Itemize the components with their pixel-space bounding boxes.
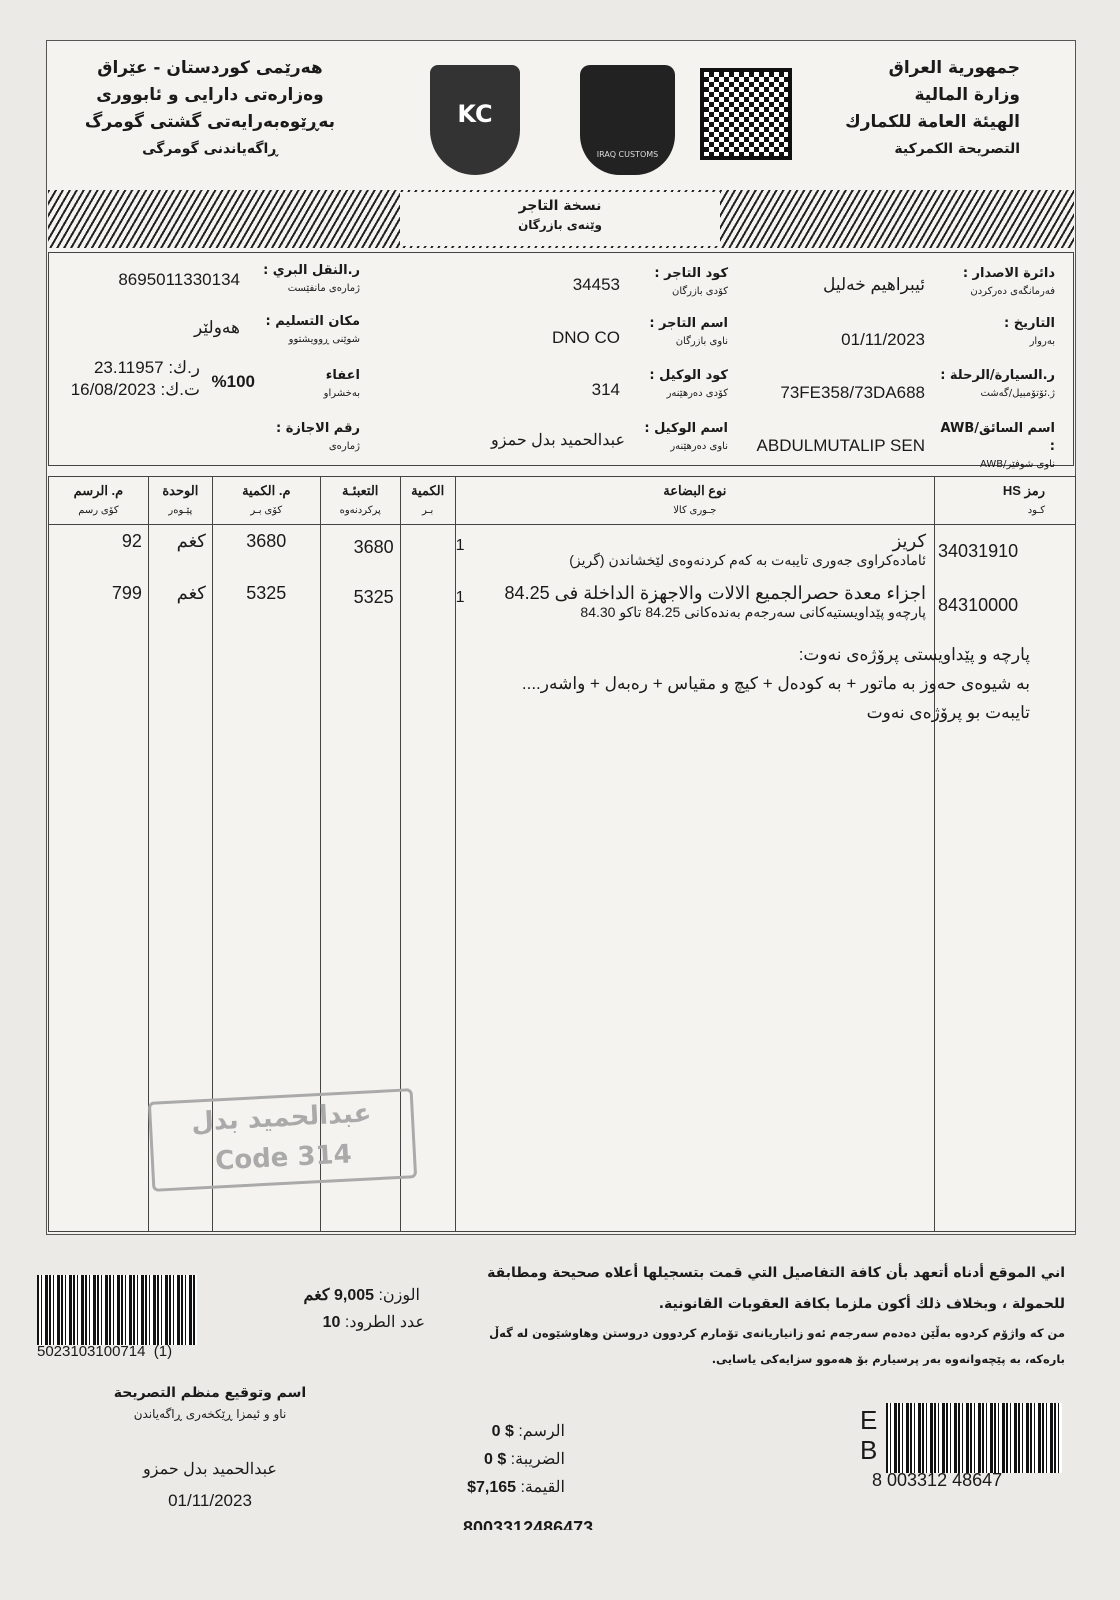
col-unit: الوحدة پێـوەر xyxy=(147,476,213,525)
header-line: وەزارەتی دارایی و ئابووری xyxy=(96,85,324,105)
signer-block: اسم وتوقيع منظم التصريحة ناو و ئیمزا ڕێك… xyxy=(113,1385,307,1510)
col-total-fee: م. الرسم كۆی رسم xyxy=(48,476,149,525)
kurdistan-customs-logo: KC xyxy=(430,65,520,175)
header-line: الهيئة العامة للكمارك xyxy=(845,112,1020,132)
goods-note: پارچە و پێداویستی پرۆژەی نەوت: بە شیوەی … xyxy=(521,645,1030,722)
header-left-block: هەرێمی کوردستان - عێراق وەزارەتی دارایی … xyxy=(80,55,340,163)
table-filler-row xyxy=(48,632,1076,1232)
iraq-customs-logo: IRAQ CUSTOMS xyxy=(580,65,675,175)
hs-code-cell: 84310000 xyxy=(934,576,1076,633)
fee-row: الرسم: 0 $ xyxy=(491,1423,565,1440)
merchant-code-label: كود التاجر : كۆدی بازرگان xyxy=(654,266,728,297)
land-transport-label: ر.النقل البري : ژمارەی مانفێست xyxy=(263,263,360,294)
goods-description-cell: 1 اجزاء معدة حصرالجميع الالات والاجهزة ا… xyxy=(454,576,936,633)
total-qty-cell: 3680 xyxy=(211,524,321,577)
header-line: وزارة المالية xyxy=(914,85,1020,105)
packing-cell: 3680 xyxy=(319,524,401,577)
header-line: ڕاگەیاندنی گومرگی xyxy=(142,141,278,157)
header-line: جمهورية العراق xyxy=(888,58,1020,78)
agent-stamp: عبدالحميد بدل Code 314 xyxy=(147,1088,418,1192)
col-hs-code: رمز HS كـود xyxy=(934,476,1076,525)
total-fee-cell: 799 xyxy=(48,576,149,633)
copy-label: نسخة التاجر وێنەی بازرگان xyxy=(400,192,720,246)
table-row: 799 كغم 5325 5325 1 اجزاء معدة حصرالجميع… xyxy=(48,576,1076,633)
table-row: 92 كغم 3680 3680 1 كريز ئامادەكراوی جەور… xyxy=(48,524,1076,577)
info-box xyxy=(48,252,1074,466)
unit-cell: كغم xyxy=(147,524,213,577)
date-label: التاريخ : بەروار xyxy=(1004,316,1055,347)
barcode-left xyxy=(37,1275,197,1345)
packing-cell: 5325 xyxy=(319,576,401,633)
agent-name-value: عبدالحميد بدل حمزو xyxy=(491,432,625,449)
qty-cell xyxy=(399,576,456,633)
vehicle-value: 73FE358/73DA688 xyxy=(780,383,925,402)
col-packing: التعبئـة پركردنەوە xyxy=(319,476,401,525)
agent-name-label: اسم الوكيل : ناوی دەرهێنەر xyxy=(644,421,728,452)
barcode-right-number: 8 003312 48647 xyxy=(872,1470,1003,1490)
land-transport-value: 8695011330134 xyxy=(118,270,240,289)
header-line: التصريحة الكمركية xyxy=(894,141,1020,157)
total-fee-cell: 92 xyxy=(48,524,149,577)
header-line: هەرێمی کوردستان - عێراق xyxy=(97,58,323,78)
date-value: 01/11/2023 xyxy=(841,330,925,349)
qr-code xyxy=(700,68,792,160)
col-goods-type: نوع البضاعة جـوری كالا xyxy=(454,476,936,525)
agent-code-value: 314 xyxy=(591,380,620,399)
barcode-right-letters: E B xyxy=(860,1405,878,1465)
fees-block: الرسم: 0 $ الضريبة: 0 $ القيمة: $7,165 xyxy=(415,1418,565,1502)
permit-no-label: رقم الاجازة : ژمارەی xyxy=(276,421,360,452)
qty-cell xyxy=(399,524,456,577)
delivery-place-value: هەولێر xyxy=(194,318,240,337)
barcode-right xyxy=(886,1403,1062,1473)
driver-value: ABDULMUTALIP SEN xyxy=(756,436,925,455)
exemption-label: اعفاء بەخشراو xyxy=(323,368,360,399)
merchant-code-value: 34453 xyxy=(572,275,620,294)
declaration-kurdish: من كه واژۆم كردوه بەڵێن دەدەم سەرجەم ئەو… xyxy=(489,1326,1065,1366)
delivery-place-label: مكان التسليم : شوێنی ڕوویشتوو xyxy=(265,314,360,345)
goods-table: م. الرسم كۆی رسم الوحدة پێـوەر م. الكمية كۆ… xyxy=(48,476,1076,1232)
issuing-office-label: دائرة الاصدار : فەرمانگەی دەرکردن xyxy=(962,266,1055,297)
exemption-ref-date: ت.ك: 16/08/2023 xyxy=(70,380,200,399)
header-right-block: جمهورية العراق وزارة المالية الهيئة العا… xyxy=(790,55,1020,163)
merchant-name-label: اسم التاجر : ناوی بازرگان xyxy=(649,316,728,347)
driver-label: اسم السائق/AWB : ناوی شوفێر/AWB xyxy=(940,421,1056,470)
declaration-arabic: اني الموقع أدناه أتعهد بأن كافة التفاصيل… xyxy=(487,1265,1065,1312)
weight: الوزن: 9,005 كغم xyxy=(303,1287,420,1304)
col-qty: الكمية بـر xyxy=(399,476,456,525)
bottom-number: 8003312486473 xyxy=(463,1518,594,1530)
merchant-name-value: DNO CO xyxy=(552,328,620,347)
issuing-office-value: ئیبراهیم خەلیل xyxy=(822,275,925,294)
value-row: القيمة: $7,165 xyxy=(467,1479,565,1496)
agent-code-label: كود الوكيل : كۆدی دەرهێنەر xyxy=(649,368,728,399)
unit-cell: كغم xyxy=(147,576,213,633)
vehicle-label: ر.السيارة/الرحلة : ژ.ئۆتۆمبیل/گەشت xyxy=(940,368,1055,399)
barcode-left-number: 5023103100714 (1) xyxy=(37,1343,173,1360)
col-total-qty: م. الكمية كۆی بـر xyxy=(211,476,321,525)
hs-code-cell: 34031910 xyxy=(934,524,1076,577)
exemption-value: %100 xyxy=(211,372,255,391)
packages-count: عدد الطرود: 10 xyxy=(322,1314,425,1331)
table-header-row: م. الرسم كۆی رسم الوحدة پێـوەر م. الكمية كۆ… xyxy=(48,476,1076,525)
total-qty-cell: 5325 xyxy=(211,576,321,633)
exemption-ref-no: ر.ك: 23.11957 xyxy=(93,358,200,377)
goods-description-cell: 1 كريز ئامادەكراوی جەوری تایبەت بە كەم ك… xyxy=(454,524,936,577)
header-line: بەڕێوەبەرایەتی گشتی گومرگ xyxy=(84,112,336,132)
tax-row: الضريبة: 0 $ xyxy=(483,1451,565,1468)
